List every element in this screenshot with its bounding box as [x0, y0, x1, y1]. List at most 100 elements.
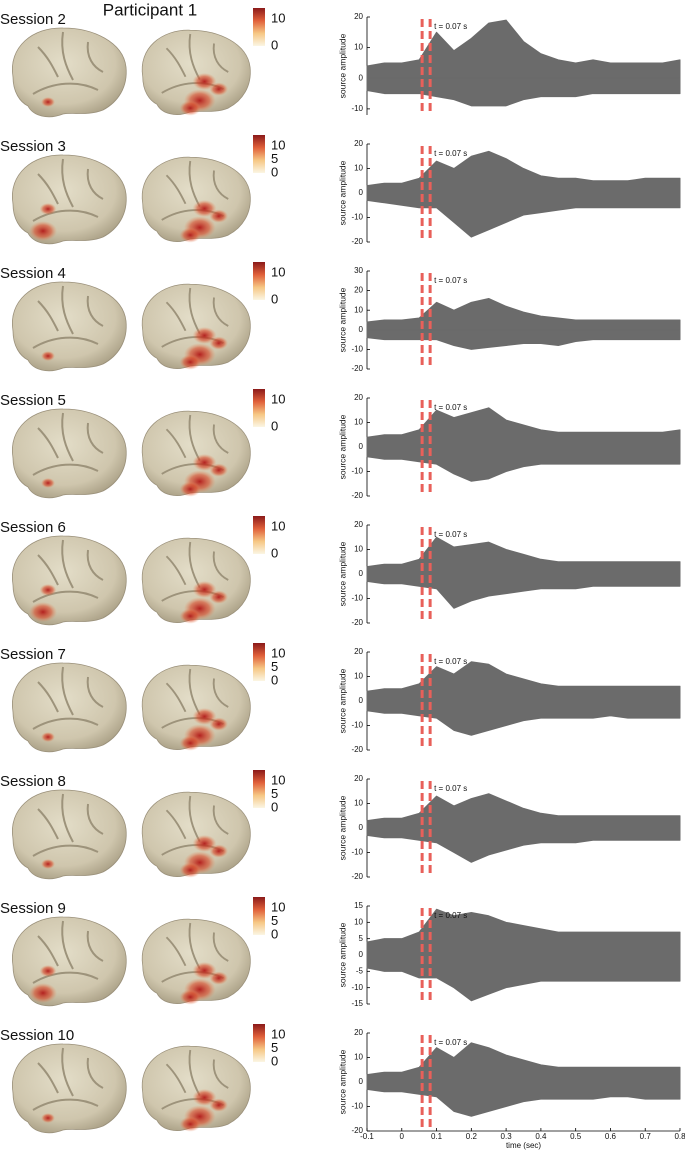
x-tick-label: 0.5 — [570, 1132, 582, 1141]
y-tick-label: -10 — [351, 467, 363, 476]
trace-envelope — [366, 150, 681, 194]
activation — [192, 72, 217, 91]
y-tick-label: 20 — [354, 1028, 363, 1037]
y-tick-label: -20 — [351, 872, 363, 881]
colorbar-tick-label: 0 — [271, 545, 278, 560]
trace-envelope — [366, 700, 681, 736]
x-tick-label: 0.8 — [674, 1132, 685, 1141]
activation — [41, 351, 55, 361]
figure-title: Participant 1 — [103, 0, 198, 19]
y-tick-label: 20 — [354, 774, 363, 783]
time-annotation: t = 0.07 s — [434, 657, 467, 666]
activation — [39, 584, 57, 596]
activation — [192, 580, 217, 599]
y-tick-label: 10 — [354, 1053, 363, 1062]
brain — [141, 283, 251, 370]
x-tick-label: 0 — [400, 1132, 405, 1141]
time-annotation: t = 0.07 s — [434, 276, 467, 285]
activation — [41, 1113, 55, 1123]
colorbar-tick-label: 10 — [271, 645, 285, 660]
trace-envelope — [366, 954, 681, 1002]
colorbar-tick-label: 10 — [271, 264, 285, 279]
y-axis-label: source amplitude — [337, 414, 347, 479]
y-tick-label: 0 — [359, 1077, 364, 1086]
time-annotation: t = 0.07 s — [434, 149, 467, 158]
y-tick-label: -15 — [351, 999, 363, 1008]
activation — [209, 209, 229, 223]
activation — [29, 602, 57, 622]
y-tick-label: -10 — [351, 721, 363, 730]
colorbar-tick-label: 10 — [271, 772, 285, 787]
activation — [192, 453, 217, 472]
sulcus — [32, 793, 104, 857]
y-tick-label: -10 — [351, 594, 363, 603]
y-tick-label: -10 — [351, 1102, 363, 1111]
activation — [192, 326, 217, 345]
y-tick-label: -5 — [356, 966, 364, 975]
y-axis-label: source amplitude — [337, 922, 347, 987]
session-label: Session 2 — [0, 11, 66, 28]
colorbar — [253, 135, 265, 173]
sulcus — [32, 158, 104, 222]
sulcus — [32, 1047, 104, 1111]
activation — [209, 844, 229, 858]
x-tick-label: -0.1 — [360, 1132, 374, 1141]
activation — [192, 199, 217, 218]
y-tick-label: 0 — [359, 823, 364, 832]
colorbar-tick-label: 0 — [271, 37, 278, 52]
y-tick-label: 5 — [359, 934, 364, 943]
trace-envelope — [366, 827, 681, 863]
activation — [179, 989, 201, 1005]
brain — [141, 29, 251, 116]
colorbar-tick-label: 0 — [271, 164, 278, 179]
session-label: Session 5 — [0, 392, 66, 409]
sulcus — [32, 285, 104, 349]
brain — [141, 918, 251, 1005]
brain — [141, 1045, 251, 1132]
y-tick-label: 0 — [359, 188, 364, 197]
brain — [141, 537, 251, 624]
sulcus — [32, 920, 104, 984]
y-tick-label: -20 — [351, 237, 363, 246]
sulcus — [161, 668, 229, 729]
session-label: Session 4 — [0, 265, 66, 282]
time-annotation: t = 0.07 s — [434, 911, 467, 920]
brain — [11, 789, 127, 880]
y-tick-label: 20 — [354, 12, 363, 21]
y-tick-label: 10 — [354, 672, 363, 681]
session-label: Session 8 — [0, 773, 66, 790]
activation — [209, 336, 229, 350]
colorbar-tick-label: 0 — [271, 926, 278, 941]
x-tick-label: 0.3 — [501, 1132, 513, 1141]
time-annotation: t = 0.07 s — [434, 403, 467, 412]
colorbar-tick-label: 0 — [271, 1053, 278, 1068]
colorbar — [253, 389, 265, 427]
colorbar — [253, 1024, 265, 1062]
y-tick-label: 0 — [359, 569, 364, 578]
colorbar — [253, 897, 265, 935]
trace-envelope — [366, 192, 681, 238]
trace-envelope — [366, 1081, 681, 1117]
sulcus — [161, 795, 229, 856]
colorbar-tick-label: 10 — [271, 518, 285, 533]
brain — [11, 1043, 127, 1134]
y-axis-label: source amplitude — [337, 795, 347, 860]
trace-envelope — [366, 793, 681, 829]
sulcus — [161, 287, 229, 348]
trace-envelope — [366, 297, 681, 331]
colorbar-tick-label: 0 — [271, 799, 278, 814]
activation — [41, 732, 55, 742]
y-tick-label: 10 — [354, 917, 363, 926]
trace-envelope — [366, 446, 681, 482]
y-tick-label: 10 — [354, 799, 363, 808]
activation — [209, 717, 229, 731]
x-tick-label: 0.6 — [605, 1132, 617, 1141]
colorbar-tick-label: 5 — [271, 913, 278, 928]
time-annotation: t = 0.07 s — [434, 22, 467, 31]
sulcus — [161, 414, 229, 475]
trace-envelope — [366, 407, 681, 448]
x-tick-label: 0.4 — [535, 1132, 547, 1141]
x-tick-label: 0.2 — [466, 1132, 478, 1141]
session-label: Session 7 — [0, 646, 66, 663]
y-tick-label: 30 — [354, 266, 363, 275]
